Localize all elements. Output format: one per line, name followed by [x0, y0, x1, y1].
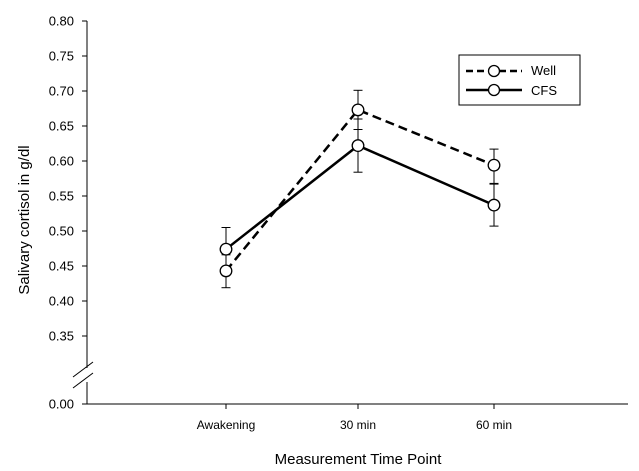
- series-line-well: [225, 108, 495, 272]
- series-layer: [219, 89, 501, 289]
- axis-break-mark-lower: [72, 372, 94, 389]
- y-tick-label: 0.80: [49, 14, 74, 29]
- y-tick-label: 0.65: [49, 119, 74, 134]
- series-line-cfs: [225, 144, 495, 251]
- legend-marker-cfs: [487, 83, 501, 97]
- y-tick-label: 0.35: [49, 329, 74, 344]
- data-point-cfs: [487, 198, 501, 212]
- y-tick-label: 0.75: [49, 49, 74, 64]
- y-axis-ticks: 0.00 0.35 0.40 0.45 0.50 0.55 0.60 0.65 0.70 0.75…: [49, 14, 87, 412]
- legend-box: [458, 54, 581, 106]
- y-axis-title: Salivary cortisol in g/dl: [16, 145, 33, 294]
- legend-label-cfs: CFS: [531, 83, 557, 98]
- x-axis-title: Measurement Time Point: [275, 451, 443, 468]
- y-tick-label: 0.60: [49, 154, 74, 169]
- data-point-well: [219, 264, 233, 278]
- legend-marker-well: [487, 64, 501, 78]
- legend-label-well: Well: [531, 63, 556, 78]
- y-tick-label: 0.45: [49, 259, 74, 274]
- x-tick-label: 30 min: [340, 418, 376, 432]
- legend: Well CFS: [458, 54, 581, 106]
- y-tick-label: 0.40: [49, 294, 74, 309]
- y-tick-label: 0.55: [49, 189, 74, 204]
- data-point-cfs: [351, 139, 365, 153]
- data-point-well: [487, 158, 501, 172]
- y-tick-label: 0.00: [49, 397, 74, 412]
- axis-break-mark-upper: [72, 361, 94, 378]
- x-tick-label: 60 min: [476, 418, 512, 432]
- y-tick-label: 0.50: [49, 224, 74, 239]
- x-axis-ticks: Awakening 30 min 60 min: [197, 404, 512, 432]
- data-point-well: [351, 103, 365, 117]
- y-tick-label: 0.70: [49, 84, 74, 99]
- x-tick-label: Awakening: [197, 418, 256, 432]
- data-point-cfs: [219, 242, 233, 256]
